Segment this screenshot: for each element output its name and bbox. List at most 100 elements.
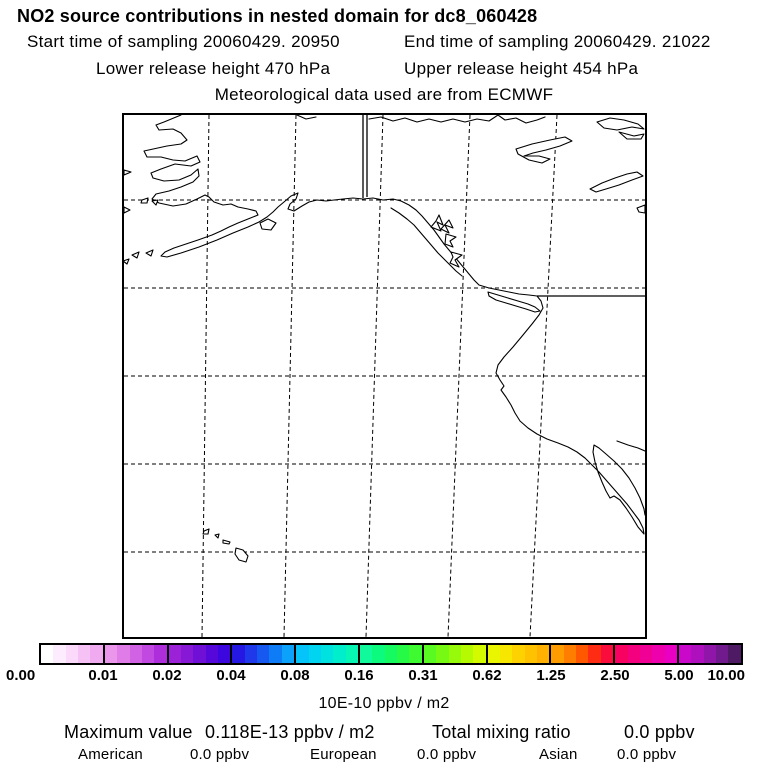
colorbar-cell bbox=[499, 645, 513, 663]
coastline-map bbox=[124, 115, 645, 637]
met-data-label: Meteorological data used are from ECMWF bbox=[214, 85, 554, 104]
colorbar-cell bbox=[257, 645, 270, 663]
colorbar-cell bbox=[512, 645, 525, 663]
colorbar-cell bbox=[613, 645, 628, 663]
colorbar-cell bbox=[193, 645, 206, 663]
region-european-label: European bbox=[310, 746, 377, 763]
total-mixing-ratio-label: Total mixing ratio bbox=[432, 722, 571, 742]
colorbar-cell bbox=[117, 645, 130, 663]
colorbar-cell bbox=[230, 645, 245, 663]
colorbar-tick-label: 0.01 bbox=[88, 667, 118, 684]
coastline-inside-passage bbox=[390, 207, 463, 277]
colorbar-cell bbox=[308, 645, 321, 663]
colorbar-cell bbox=[485, 645, 500, 663]
colorbar-cell bbox=[41, 645, 54, 663]
colorbar-cell bbox=[166, 645, 181, 663]
page-title: NO2 source contributions in nested domai… bbox=[17, 6, 538, 26]
colorbar-cell bbox=[372, 645, 385, 663]
colorbar-cell bbox=[421, 645, 437, 663]
colorbar-cell bbox=[627, 645, 640, 663]
colorbar-cell bbox=[141, 645, 155, 663]
vancouver-island bbox=[487, 291, 541, 313]
region-european-value: 0.0 ppbv bbox=[417, 746, 477, 763]
colorbar-cell bbox=[473, 645, 486, 663]
colorbar-cell bbox=[333, 645, 346, 663]
colorbar-tick-label: 10.00 bbox=[707, 667, 745, 684]
colorbar-tick-label: 0.16 bbox=[344, 667, 374, 684]
colorbar-cell bbox=[537, 645, 550, 663]
colorbar-cell bbox=[549, 645, 564, 663]
maximum-value: 0.118E-13 ppbv / m2 bbox=[205, 722, 375, 742]
coastline-mexico-mainland bbox=[616, 440, 645, 452]
colorbar-cell bbox=[180, 645, 194, 663]
colorbar-cell bbox=[294, 645, 309, 663]
colorbar-unit-label: 10E-10 ppbv / m2 bbox=[318, 695, 450, 712]
colorbar-tick-label: 0.62 bbox=[472, 667, 502, 684]
colorbar-tick-label: 0.00 bbox=[6, 667, 36, 684]
colorbar-tick-label: 0.04 bbox=[216, 667, 246, 684]
colorbar-cell bbox=[244, 645, 258, 663]
colorbar-cell bbox=[281, 645, 295, 663]
colorbar-cell bbox=[320, 645, 334, 663]
colorbar-cell bbox=[205, 645, 219, 663]
colorbar-cell bbox=[703, 645, 717, 663]
colorbar-cell bbox=[448, 645, 461, 663]
colorbar-cell bbox=[269, 645, 282, 663]
colorbar-tick-label: 0.08 bbox=[280, 667, 310, 684]
colorbar-cell bbox=[576, 645, 589, 663]
region-american-value: 0.0 ppbv bbox=[190, 746, 250, 763]
graticule-meridians bbox=[201, 115, 558, 637]
colorbar-cell bbox=[588, 645, 601, 663]
colorbar-tick-label: 2.50 bbox=[600, 667, 630, 684]
colorbar-cell bbox=[524, 645, 538, 663]
colorbar-cell bbox=[691, 645, 704, 663]
colorbar-cell bbox=[409, 645, 422, 663]
colorbar-ticks: 0.00 0.01 0.02 0.04 0.08 0.16 0.31 0.62 1.25 2.50… bbox=[0, 667, 768, 685]
hawaiian-islands bbox=[202, 528, 249, 563]
maximum-value-label: Maximum value bbox=[64, 722, 193, 742]
colorbar-cell bbox=[218, 645, 231, 663]
colorbar-tick-label: 1.25 bbox=[536, 667, 566, 684]
colorbar-tick-label: 0.02 bbox=[152, 667, 182, 684]
upper-release-label: Upper release height 454 hPa bbox=[404, 59, 639, 78]
colorbar-tick-label: 5.00 bbox=[664, 667, 694, 684]
colorbar-cell bbox=[384, 645, 398, 663]
colorbar-cell bbox=[65, 645, 79, 663]
total-mixing-ratio-value: 0.0 ppbv bbox=[624, 722, 695, 742]
colorbar-cell bbox=[53, 645, 66, 663]
colorbar-cell bbox=[652, 645, 665, 663]
region-american-label: American bbox=[78, 746, 143, 763]
arctic-islands bbox=[515, 117, 645, 214]
colorbar-cell bbox=[600, 645, 614, 663]
coastline-arctic-fringe bbox=[296, 115, 317, 120]
start-time-label: Start time of sampling 20060429. 20950 bbox=[27, 32, 340, 51]
lower-release-label: Lower release height 470 hPa bbox=[96, 59, 331, 78]
colorbar-cell bbox=[728, 645, 741, 663]
coastline-mainland bbox=[143, 115, 645, 535]
colorbar-cell bbox=[90, 645, 103, 663]
colorbar-cell bbox=[357, 645, 373, 663]
graticule-parallels bbox=[124, 199, 645, 553]
colorbar bbox=[39, 643, 743, 665]
colorbar-cell bbox=[129, 645, 142, 663]
colorbar-cell bbox=[676, 645, 692, 663]
colorbar-tick-label: 0.31 bbox=[408, 667, 438, 684]
political-borders bbox=[362, 115, 645, 297]
colorbar-cell bbox=[716, 645, 729, 663]
colorbar-cell bbox=[664, 645, 677, 663]
colorbar-cell bbox=[102, 645, 118, 663]
aleutian-islands bbox=[124, 218, 277, 265]
region-asian-value: 0.0 ppbv bbox=[617, 746, 677, 763]
map-panel bbox=[122, 113, 647, 639]
colorbar-cell bbox=[436, 645, 449, 663]
bering-strait-islands bbox=[124, 169, 159, 214]
colorbar-cell bbox=[345, 645, 358, 663]
coastline-yukon-fringe bbox=[368, 115, 546, 124]
colorbar-cell bbox=[563, 645, 577, 663]
colorbar-cell bbox=[639, 645, 653, 663]
region-asian-label: Asian bbox=[539, 746, 578, 763]
colorbar-cell bbox=[460, 645, 474, 663]
end-time-label: End time of sampling 20060429. 21022 bbox=[404, 32, 711, 51]
colorbar-cell bbox=[154, 645, 167, 663]
